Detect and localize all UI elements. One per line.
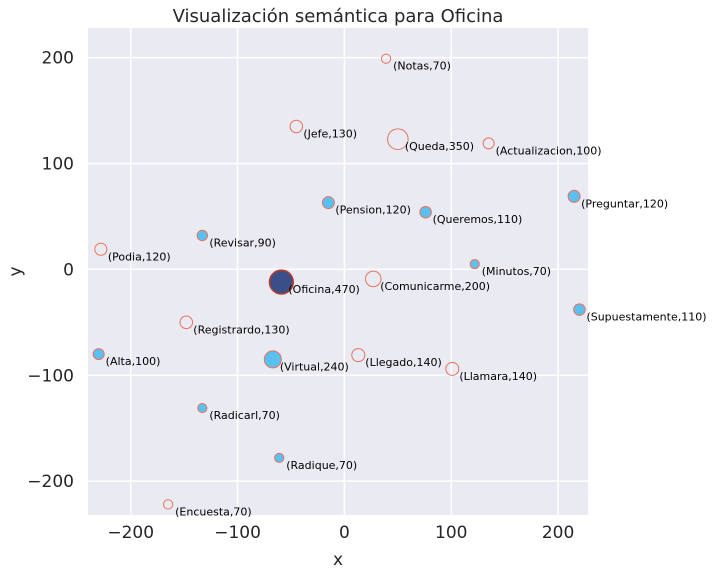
data-label: (Supuestamente,110): [586, 311, 706, 324]
data-point: [387, 128, 409, 150]
data-label: (Queda,350): [405, 140, 474, 153]
data-label: (Queremos,110): [433, 213, 523, 226]
x-tick-label: 100: [435, 523, 467, 543]
data-points: [92, 53, 586, 510]
x-tick-label: 200: [542, 523, 574, 543]
data-point: [567, 189, 581, 203]
data-label: (Encuesta,70): [175, 505, 252, 518]
data-label: (Radique,70): [286, 459, 357, 472]
data-label: (Notas,70): [393, 60, 451, 73]
y-tick-label: 100: [42, 155, 74, 175]
data-point: [573, 303, 586, 316]
data-label: (Alta,100): [106, 355, 161, 368]
data-point: [482, 137, 495, 150]
data-point: [179, 315, 194, 330]
data-point: [163, 499, 174, 510]
data-label: (Jefe,130): [303, 127, 357, 140]
tick-labels: −200 −100 0 100 200 200 100 0 −100 −200: [27, 49, 574, 543]
data-label: (Llegado,140): [365, 356, 441, 369]
data-label: (Registrardo,130): [193, 323, 289, 336]
x-tick-label: 0: [339, 523, 350, 543]
data-point: [469, 258, 480, 270]
data-label: (Virtual,240): [280, 360, 349, 373]
data-label: (Radicarl,70): [209, 409, 280, 422]
plot-area: [88, 28, 588, 515]
data-point: [268, 269, 295, 295]
data-label: (Podia,120): [108, 250, 171, 263]
data-point: [94, 242, 108, 256]
x-tick-label: −200: [107, 523, 154, 543]
data-label: (Comunicarme,200): [380, 280, 490, 293]
data-point: [289, 119, 304, 134]
data-label: (Llamara,140): [459, 370, 537, 383]
data-label: (Actualizacion,100): [496, 144, 602, 157]
data-point: [92, 348, 105, 361]
data-label: (Minutos,70): [482, 265, 551, 278]
grid-lines: [88, 28, 588, 515]
data-point: [351, 348, 366, 363]
data-point: [197, 402, 208, 414]
point-labels: (Notas,70) (Jefe,130) (Queda,350) (Actualiz…: [106, 60, 707, 519]
data-point: [196, 229, 209, 242]
data-label: (Revisar,90): [209, 237, 276, 250]
data-point: [419, 205, 432, 219]
data-point: [274, 452, 285, 463]
y-tick-label: −100: [27, 366, 74, 386]
data-label: (Pension,120): [335, 204, 411, 217]
data-point: [321, 196, 335, 210]
y-axis-label: y: [6, 266, 26, 276]
data-label: (Preguntar,120): [581, 197, 668, 210]
chart-title: Visualización semántica para Oficina: [173, 6, 504, 27]
x-axis-label: x: [333, 550, 343, 570]
data-point: [364, 270, 382, 288]
data-point: [445, 361, 460, 376]
data-label: (Oficina,470): [288, 283, 359, 296]
data-point: [380, 53, 392, 64]
y-tick-label: −200: [27, 472, 74, 492]
y-tick-label: 0: [63, 260, 74, 280]
x-tick-label: −100: [214, 523, 261, 543]
y-tick-label: 200: [42, 49, 74, 69]
data-point: [263, 350, 282, 369]
